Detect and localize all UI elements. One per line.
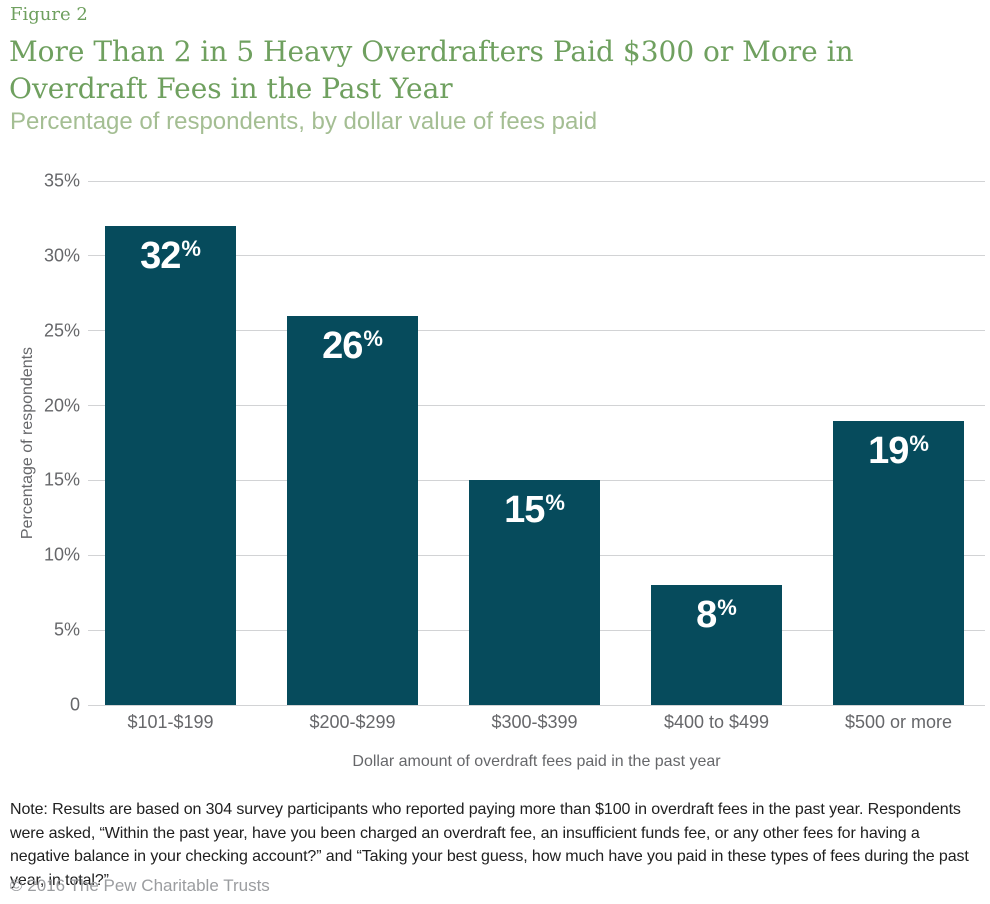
- bar-$400 to $499: 8%: [651, 585, 782, 705]
- bar-$500 or more: 19%: [833, 420, 964, 705]
- bar-value-label: 19%: [833, 431, 964, 476]
- y-tick-label: 35%: [43, 170, 80, 191]
- y-tick-label: 30%: [43, 245, 80, 266]
- y-tick-label: 20%: [43, 395, 80, 416]
- chart-title: More Than 2 in 5 Heavy Overdrafters Paid…: [9, 35, 854, 105]
- x-tick-label: $500 or more: [844, 712, 953, 732]
- gridline-0: [88, 704, 985, 706]
- bar-$300-$399: 15%: [469, 480, 600, 705]
- plot-area: 32% $101-$199 26% $200-$299 15% $300-$399 8% $4…: [88, 180, 985, 732]
- bar-value-label: 32%: [105, 236, 236, 281]
- y-tick-label: 0: [69, 694, 80, 715]
- bar-$101-$199: 32%: [105, 225, 236, 705]
- x-tick-label: $400 to $499: [663, 712, 770, 732]
- bar-value-number: 32: [140, 234, 181, 277]
- note-text: Note: Results are based on 304 survey pa…: [10, 801, 969, 889]
- gridline-25: [88, 330, 985, 332]
- gridline-20: [88, 405, 985, 407]
- bar-value-label: 15%: [469, 490, 600, 535]
- bar-value-percent-sign: %: [909, 430, 929, 456]
- y-tick-label: 25%: [43, 320, 80, 341]
- x-tick-label: $300-$399: [491, 712, 578, 732]
- copyright-text: © 2016 The Pew Charitable Trusts: [10, 876, 270, 895]
- y-axis-title: Percentage of respondents: [19, 346, 36, 540]
- gridline-30: [88, 255, 985, 257]
- x-tick-label: $101-$199: [127, 712, 214, 732]
- bar-$200-$299: 26%: [287, 315, 418, 705]
- bar-value-number: 19: [868, 429, 909, 472]
- bar-value-label: 8%: [651, 595, 782, 640]
- y-tick-label: 10%: [43, 544, 80, 565]
- gridline-35: [88, 180, 985, 182]
- bar-value-number: 26: [322, 324, 363, 367]
- y-tick-label: 5%: [53, 619, 80, 640]
- bar-value-percent-sign: %: [545, 490, 565, 516]
- x-tick-label: $200-$299: [309, 712, 396, 732]
- bar-value-percent-sign: %: [717, 595, 737, 621]
- bar-value-number: 8: [696, 594, 717, 637]
- bar-value-number: 15: [504, 489, 545, 532]
- bar-value-label: 26%: [287, 326, 418, 371]
- bar-value-percent-sign: %: [181, 235, 201, 261]
- chart-subtitle: Percentage of respondents, by dollar val…: [10, 108, 598, 135]
- gridline-15: [88, 479, 985, 481]
- figure-label: Figure 2: [10, 4, 88, 25]
- bar-value-percent-sign: %: [363, 325, 383, 351]
- x-axis-title: Dollar amount of overdraft fees paid in …: [352, 753, 721, 770]
- y-tick-label: 15%: [43, 469, 80, 490]
